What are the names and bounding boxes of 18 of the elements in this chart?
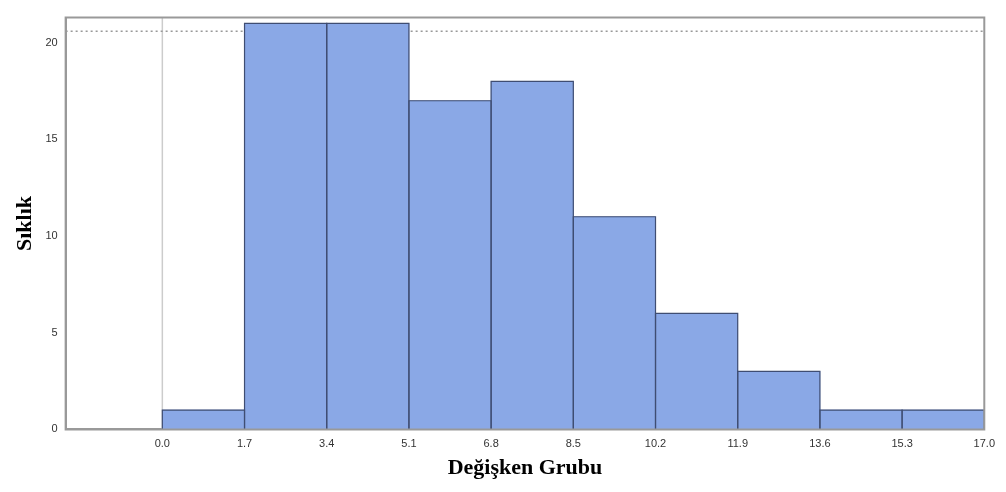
x-tick-label: 17.0 xyxy=(973,437,996,450)
x-tick-label: 5.1 xyxy=(401,437,417,450)
y-tick-label: 0 xyxy=(51,422,58,435)
x-tick-label: 8.5 xyxy=(565,437,581,450)
x-tick-label: 6.8 xyxy=(483,437,499,450)
x-tick-label: 10.2 xyxy=(644,437,667,450)
x-tick-label: 3.4 xyxy=(319,437,335,450)
y-tick-label: 20 xyxy=(45,35,58,48)
y-tick-label: 10 xyxy=(45,229,58,242)
y-tick-label: 15 xyxy=(45,132,58,145)
x-tick-label: 13.6 xyxy=(809,437,831,450)
x-tick-label: 15.3 xyxy=(891,437,913,450)
y-axis-title: Sıklık xyxy=(10,195,36,252)
x-tick-label: 11.9 xyxy=(727,437,748,450)
x-tick-label: 1.7 xyxy=(236,437,253,450)
x-tick-label: 0.0 xyxy=(154,437,170,450)
y-tick-label: 5 xyxy=(51,325,58,338)
x-axis-title: Değişken Grubu xyxy=(447,454,603,480)
